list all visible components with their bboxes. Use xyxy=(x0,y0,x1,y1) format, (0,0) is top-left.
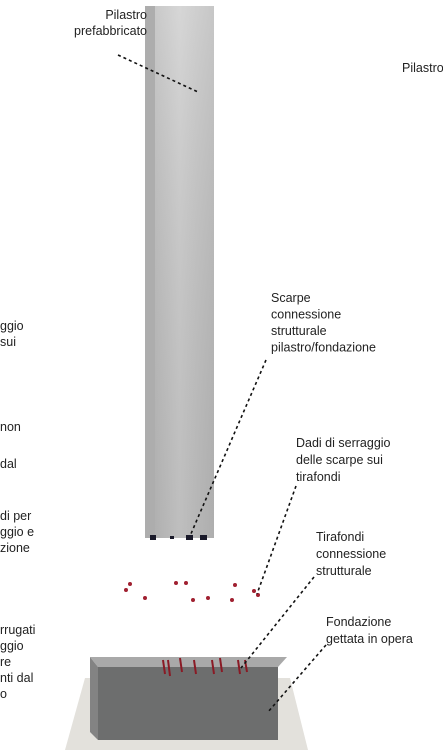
label: Dadi di serraggio delle scarpe sui tirafon… xyxy=(296,436,391,484)
labels: Pilastro prefabbricato Pilastro ggio sui non d… xyxy=(0,8,443,701)
label-line: Fondazione xyxy=(326,615,391,629)
label-line: sui xyxy=(0,335,16,349)
foundation-front xyxy=(98,667,278,740)
label-line: rrugati xyxy=(0,623,35,637)
label-line: o xyxy=(0,687,7,701)
label: ggio sui xyxy=(0,319,24,349)
label-line: gettata in opera xyxy=(326,632,413,646)
nuts xyxy=(124,581,260,602)
label: dal xyxy=(0,457,17,471)
page: Pilastro prefabbricato Pilastro ggio sui non d… xyxy=(0,0,443,756)
label-line: tirafondi xyxy=(296,470,340,484)
column-side xyxy=(145,6,155,538)
label-line: ggio xyxy=(0,639,24,653)
label-line: re xyxy=(0,655,11,669)
label-line: strutturale xyxy=(316,564,372,578)
column-shade xyxy=(145,6,214,538)
foundation-top xyxy=(90,657,287,667)
label-line: prefabbricato xyxy=(74,24,147,38)
foundation-side xyxy=(90,657,98,740)
label-line: Pilastro xyxy=(105,8,147,22)
label-line: ggio xyxy=(0,319,24,333)
label-line: zione xyxy=(0,541,30,555)
label: rrugati ggio re nti dal o xyxy=(0,623,35,701)
label: Fondazione gettata in opera xyxy=(326,615,413,646)
label-line: di per xyxy=(0,509,31,523)
label-line: Pilastro xyxy=(402,61,443,75)
label: Tirafondi connessione strutturale xyxy=(316,530,386,578)
label: non xyxy=(0,420,21,434)
label-line: nti dal xyxy=(0,671,33,685)
label: Scarpe connessione strutturale pilastro/fon… xyxy=(271,291,376,355)
label-line: Scarpe xyxy=(271,291,311,305)
label-line: connessione xyxy=(271,308,341,322)
diagram: Pilastro prefabbricato Pilastro ggio sui non d… xyxy=(0,0,443,756)
label-line: connessione xyxy=(316,547,386,561)
label-line: non xyxy=(0,420,21,434)
label-line: delle scarpe sui xyxy=(296,453,383,467)
label: Pilastro prefabbricato xyxy=(74,8,147,38)
label: Pilastro xyxy=(402,61,443,75)
label-line: Dadi di serraggio xyxy=(296,436,391,450)
label-line: Tirafondi xyxy=(316,530,364,544)
label: di per ggio e zione xyxy=(0,509,34,555)
label-line: dal xyxy=(0,457,17,471)
label-line: ggio e xyxy=(0,525,34,539)
label-line: pilastro/fondazione xyxy=(271,341,376,355)
label-line: strutturale xyxy=(271,324,327,338)
